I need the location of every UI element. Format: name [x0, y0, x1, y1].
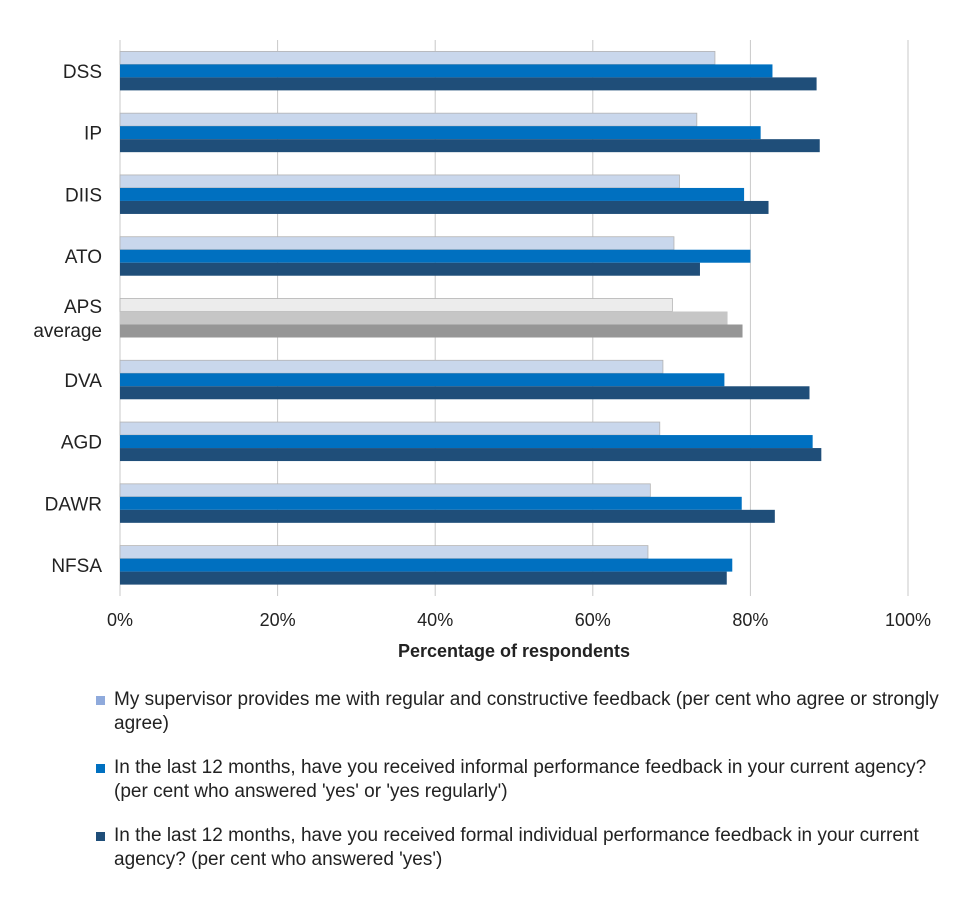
x-tick-label: 40% — [417, 610, 453, 630]
bar — [120, 126, 761, 140]
x-tick-label: 20% — [260, 610, 296, 630]
bar — [120, 139, 820, 153]
legend-item-supervisor-feedback: My supervisor provides me with regular a… — [96, 688, 956, 736]
x-axis-title: Percentage of respondents — [398, 641, 630, 661]
category-label: ATO — [65, 247, 102, 268]
bar — [120, 571, 727, 585]
x-axis-tick-labels: 0% 20% 40% 60% 80% 100% — [107, 610, 931, 630]
legend-swatch-formal-feedback — [96, 832, 105, 841]
bar — [119, 483, 651, 498]
bar-chart: DSS IP DIIS ATO APS average DVA AGD DAWR NFSA 0% 2… — [33, 40, 931, 661]
bars — [119, 50, 822, 585]
bar — [120, 324, 743, 338]
bar — [119, 174, 680, 189]
category-label: DAWR — [45, 494, 102, 515]
bar — [120, 200, 769, 214]
x-tick-label: 0% — [107, 610, 133, 630]
bar — [120, 77, 817, 91]
bar — [120, 496, 742, 510]
legend: My supervisor provides me with regular a… — [96, 688, 956, 892]
bar — [119, 236, 675, 251]
legend-swatch-supervisor-feedback — [96, 696, 105, 705]
bar — [120, 386, 810, 400]
legend-label-supervisor-feedback: My supervisor provides me with regular a… — [114, 689, 939, 734]
category-label: AGD — [61, 433, 102, 454]
bar — [119, 359, 664, 374]
category-label: IP — [84, 124, 102, 145]
bar — [119, 298, 673, 312]
category-labels: DSS IP DIIS ATO APS average DVA AGD DAWR NFSA — [33, 62, 102, 577]
category-label: APS — [64, 297, 102, 318]
legend-swatch-informal-feedback — [96, 764, 105, 773]
bar — [120, 249, 751, 263]
category-label: DVA — [64, 371, 102, 392]
bar — [119, 50, 716, 65]
bar — [119, 421, 661, 436]
category-label: DIIS — [65, 185, 102, 206]
bar — [120, 64, 773, 78]
bar — [120, 448, 822, 462]
category-label: average — [33, 321, 102, 342]
bar — [120, 435, 813, 449]
bar — [120, 373, 725, 387]
category-label: NFSA — [51, 556, 102, 577]
bar — [120, 311, 728, 325]
bar — [120, 558, 733, 572]
legend-label-formal-feedback: In the last 12 months, have you received… — [114, 825, 919, 870]
bar — [120, 187, 745, 201]
legend-item-formal-feedback: In the last 12 months, have you received… — [96, 824, 956, 872]
x-tick-label: 100% — [885, 610, 931, 630]
category-label: DSS — [63, 62, 102, 83]
bar — [120, 262, 700, 276]
bar — [119, 112, 698, 127]
legend-item-informal-feedback: In the last 12 months, have you received… — [96, 756, 956, 804]
legend-label-informal-feedback: In the last 12 months, have you received… — [114, 757, 927, 802]
x-tick-label: 80% — [732, 610, 768, 630]
bar — [119, 545, 649, 560]
bar — [120, 509, 775, 523]
x-tick-label: 60% — [575, 610, 611, 630]
